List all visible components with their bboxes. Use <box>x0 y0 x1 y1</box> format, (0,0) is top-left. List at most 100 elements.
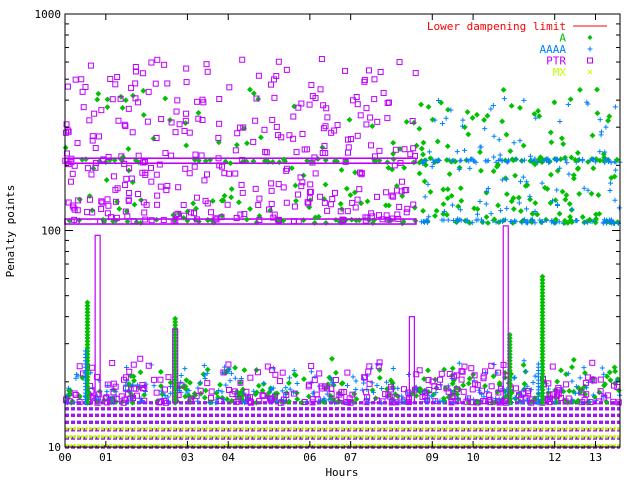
data-point-ptr <box>432 398 439 405</box>
scatter-point-ptr <box>72 76 79 83</box>
spike-point-a <box>84 306 91 312</box>
scatter-point-a <box>292 182 299 189</box>
data-point-ptr <box>272 371 279 378</box>
scatter-point-ptr <box>352 204 359 211</box>
scatter-point-ptr <box>412 70 419 77</box>
data-point-aaaa <box>599 365 605 371</box>
data-point-ptr <box>488 383 495 390</box>
band-point-aaaa <box>469 220 475 226</box>
scatter-point-ptr <box>365 67 372 74</box>
scatter-point-ptr <box>275 132 282 139</box>
scatter-point-a <box>560 141 567 147</box>
spike-point-a <box>84 328 91 335</box>
y-tick-label: 100 <box>41 225 61 238</box>
data-point-ptr <box>373 397 380 404</box>
spike-point-a <box>172 341 179 348</box>
data-point-aaaa <box>383 379 389 385</box>
scatter-point-ptr <box>174 97 181 104</box>
data-point-ptr <box>379 398 386 405</box>
data-point-a <box>449 380 456 387</box>
data-point-ptr <box>338 389 345 396</box>
data-point-ptr <box>137 355 144 362</box>
data-point-a <box>554 378 561 385</box>
data-point-a <box>131 377 137 384</box>
scatter-point-a <box>541 184 548 191</box>
scatter-point-ptr <box>79 88 86 95</box>
spike-point-a <box>539 322 546 329</box>
scatter-point-a <box>562 196 569 203</box>
data-point-aaaa <box>65 385 71 391</box>
data-point-a <box>130 373 137 380</box>
scatter-point-aaaa <box>475 211 481 217</box>
data-point-ptr <box>132 385 139 392</box>
data-point-ptr <box>610 382 617 389</box>
scatter-point-aaaa <box>488 106 494 112</box>
scatter-point-aaaa <box>477 144 483 150</box>
data-point-ptr <box>587 399 594 406</box>
data-point-ptr <box>264 363 271 370</box>
spike-point-a <box>84 302 91 309</box>
data-point-aaaa <box>261 380 267 386</box>
scatter-point-a <box>416 170 423 177</box>
data-point-ptr <box>400 386 407 393</box>
data-point-ptr <box>471 372 478 379</box>
scatter-point-aaaa <box>432 117 438 123</box>
data-point-aaaa <box>129 382 135 388</box>
data-point-ptr <box>528 399 535 406</box>
scatter-point-a <box>567 217 574 224</box>
scatter-point-aaaa <box>557 165 563 171</box>
x-axis-label: Hours <box>325 466 358 479</box>
data-point-ptr <box>260 392 267 399</box>
scatter-point-ptr <box>253 95 260 102</box>
scatter-point-ptr <box>153 134 160 141</box>
data-point-ptr <box>110 380 117 387</box>
data-point-aaaa <box>104 389 110 395</box>
scatter-point-ptr <box>139 70 146 77</box>
scatter-point-a <box>577 86 583 93</box>
data-point-ptr <box>469 399 476 406</box>
data-point-a <box>353 396 360 403</box>
data-point-ptr <box>76 363 83 370</box>
scatter-point-ptr <box>342 67 349 74</box>
data-point-aaaa <box>371 389 377 395</box>
data-point-ptr <box>93 373 100 380</box>
scatter-point-a <box>104 96 111 103</box>
data-point-aaaa <box>228 370 234 376</box>
band-point-aaaa <box>543 217 549 223</box>
data-point-ptr <box>401 397 408 404</box>
spike-point-a <box>172 322 179 329</box>
legend-label-2: AAAA <box>540 43 567 56</box>
data-point-a <box>339 380 346 387</box>
scatter-point-ptr <box>132 68 139 75</box>
scatter-point-a <box>455 203 462 210</box>
x-tick-label: 03 <box>181 451 194 464</box>
data-point-ptr <box>549 363 556 370</box>
spike-point-a <box>539 399 546 406</box>
data-point-aaaa <box>216 388 222 393</box>
scatter-point-a <box>444 143 451 150</box>
scatter-point-a <box>418 101 424 108</box>
scatter-point-a <box>346 116 353 123</box>
band-point-a <box>222 158 229 165</box>
data-point-a <box>329 355 335 362</box>
data-point-ptr <box>112 383 119 390</box>
x-tick-label: 04 <box>222 451 236 464</box>
scatter-point-a <box>281 156 287 163</box>
scatter-point-ptr <box>172 129 179 136</box>
scatter-point-ptr <box>180 201 187 208</box>
scatter-point-ptr <box>380 89 387 96</box>
data-point-aaaa <box>184 390 190 396</box>
scatter-point-a <box>382 202 389 209</box>
scatter-point-ptr <box>395 215 402 222</box>
scatter-point-aaaa <box>450 158 456 164</box>
scatter-point-a <box>551 99 558 106</box>
scatter-point-a <box>94 96 101 103</box>
spike-point-a <box>84 319 91 325</box>
data-point-ptr <box>283 392 290 399</box>
scatter-point-ptr <box>241 211 248 218</box>
data-point-aaaa <box>565 371 571 377</box>
data-point-ptr <box>366 363 373 370</box>
data-point-ptr <box>437 376 444 383</box>
data-point-ptr <box>366 380 373 387</box>
scatter-point-aaaa <box>524 206 530 212</box>
